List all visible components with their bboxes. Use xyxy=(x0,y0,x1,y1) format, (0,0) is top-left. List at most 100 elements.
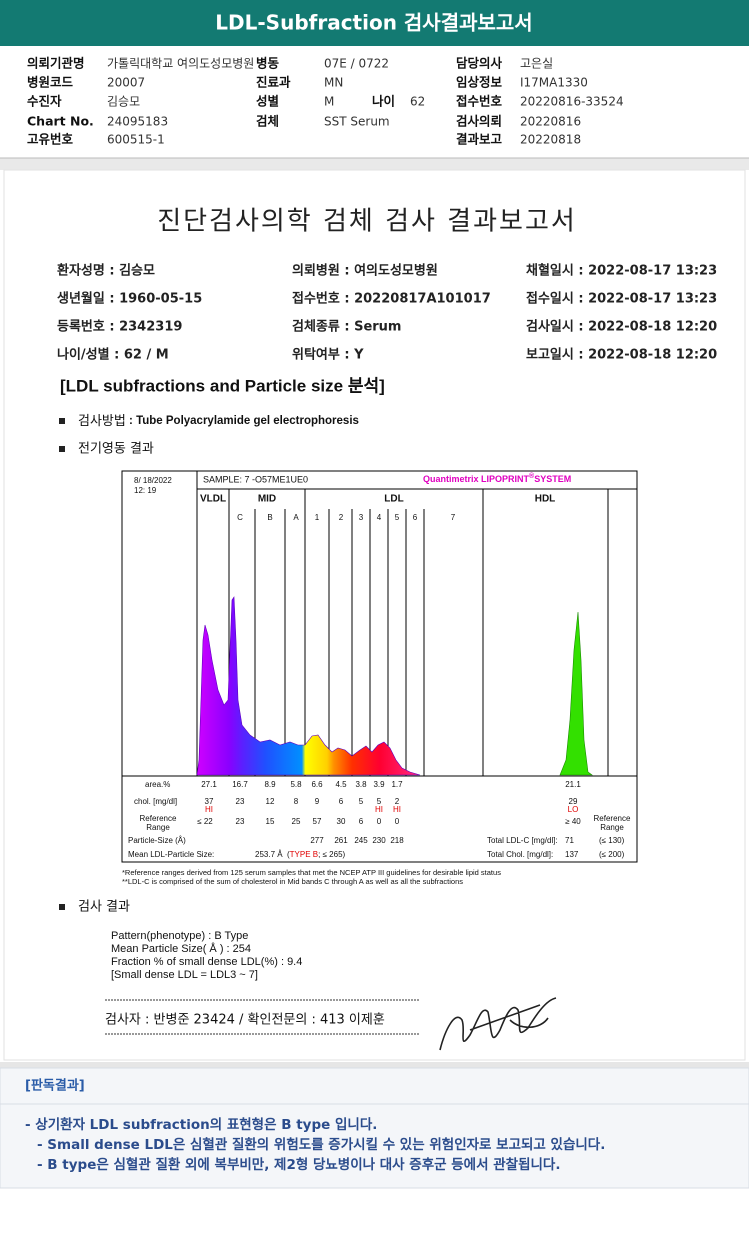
info-value: I17MA1330 xyxy=(520,76,588,90)
report-field: 환자성명 : 김승모 xyxy=(57,263,155,279)
band-label: 2 xyxy=(339,513,344,522)
separator xyxy=(0,158,749,170)
section-heading: [LDL subfractions and Particle size 분석] xyxy=(60,376,385,395)
result-line: Pattern(phenotype) : B Type xyxy=(111,930,248,942)
interpretation-box xyxy=(0,1067,749,1189)
report-field: 채혈일시 : 2022-08-17 13:23 xyxy=(526,263,717,279)
interpretation-line: - 상기환자 LDL subfraction의 표현형은 B type 입니다. xyxy=(25,1116,377,1133)
row-label: Particle-Size (Å) xyxy=(128,836,186,845)
info-label: 담당의사 xyxy=(456,56,503,71)
area-value: 4.5 xyxy=(335,780,347,789)
info-value: MN xyxy=(324,76,343,90)
band-group: VLDL xyxy=(200,494,226,505)
area-value: 16.7 xyxy=(232,780,248,789)
header-bar xyxy=(0,0,749,46)
flag: LO xyxy=(568,805,579,814)
report-field: 보고일시 : 2022-08-18 12:20 xyxy=(526,348,717,363)
bullet xyxy=(59,446,65,452)
signature-line: 검사자 : 반병준 23424 / 확인전문의 : 413 이제훈 xyxy=(105,1013,385,1028)
area-value: 3.8 xyxy=(355,780,367,789)
row-label: area.% xyxy=(145,780,170,789)
info-value: 20007 xyxy=(107,76,145,90)
ref-value: 25 xyxy=(292,817,301,826)
chol-value: 5 xyxy=(377,797,382,806)
band-label: 6 xyxy=(413,513,418,522)
info-value: 20220816-33524 xyxy=(520,95,624,109)
info-label: 나이 xyxy=(372,94,395,109)
bullet xyxy=(59,904,65,910)
particle-size: 277 xyxy=(310,836,324,845)
ref-value: 0 xyxy=(395,817,400,826)
method-label: 검사방법 xyxy=(78,414,126,429)
band-group: HDL xyxy=(535,494,556,505)
interpretation-line: - Small dense LDL은 심혈관 질환의 위험도를 증가시킬 수 있… xyxy=(37,1136,605,1153)
info-label: 수진자 xyxy=(27,94,62,109)
area-value: 8.9 xyxy=(264,780,276,789)
method-text: : Tube Polyacrylamide gel electrophoresi… xyxy=(126,415,359,427)
total-label: Total LDL-C [mg/dl]: xyxy=(487,836,558,845)
chol-value: 37 xyxy=(205,797,214,806)
mean-note-part: TYPE B xyxy=(290,850,318,859)
report-field: 나이/성별 : 62 / M xyxy=(57,347,169,363)
band-label: 1 xyxy=(315,513,320,522)
interpretation-title: [판독결과] xyxy=(25,1078,85,1094)
band-label: 3 xyxy=(359,513,364,522)
particle-size: 230 xyxy=(372,836,386,845)
area-value: 1.7 xyxy=(391,780,403,789)
chol-value: 9 xyxy=(315,797,320,806)
info-value: 62 xyxy=(410,95,425,109)
total-label: Total Chol. [mg/dl]: xyxy=(487,850,553,859)
particle-size: 218 xyxy=(390,836,404,845)
info-label: 접수번호 xyxy=(456,94,503,109)
chol-value: 29 xyxy=(569,797,578,806)
info-label: 임상정보 xyxy=(456,75,503,90)
chart-time: 12: 19 xyxy=(134,486,157,495)
footnote: *Reference ranges derived from 125 serum… xyxy=(122,868,501,877)
densitogram xyxy=(196,596,421,776)
mean-size: 253.7 Å xyxy=(255,850,283,859)
mean-note-part: ( xyxy=(287,850,290,859)
info-label: 검사의뢰 xyxy=(456,114,502,129)
area-value: 6.6 xyxy=(311,780,323,789)
result-line: Mean Particle Size( Å ) : 254 xyxy=(111,942,251,955)
ref-value: 23 xyxy=(236,817,245,826)
report-field: 검사일시 : 2022-08-18 12:20 xyxy=(526,319,717,335)
page-title: LDL-Subfraction 검사결과보고서 xyxy=(215,11,532,35)
row-label: Reference xyxy=(594,814,631,823)
report-field: 접수번호 : 20220817A101017 xyxy=(292,291,491,307)
info-label: Chart No. xyxy=(27,114,94,129)
particle-size: 261 xyxy=(334,836,348,845)
info-value: 600515-1 xyxy=(107,133,165,147)
info-value: 24095183 xyxy=(107,115,168,129)
band-label: 7 xyxy=(451,513,456,522)
row-label: Range xyxy=(146,823,170,832)
report-title: 진단검사의학 검체 검사 결과보고서 xyxy=(157,207,577,237)
ref-value: 6 xyxy=(359,817,364,826)
info-value: 가톨릭대학교 여의도성모병원 xyxy=(107,57,254,71)
chol-value: 23 xyxy=(236,797,245,806)
ref-value: 15 xyxy=(266,817,275,826)
hdl-peak xyxy=(559,611,593,776)
total-value: 137 xyxy=(565,850,579,859)
total-limit: (≤ 130) xyxy=(599,836,625,845)
sub-heading: 검사 결과 xyxy=(78,900,130,915)
chol-value: 6 xyxy=(339,797,344,806)
particle-size: 245 xyxy=(354,836,368,845)
brand: Quantimetrix LIPOPRINT®SYSTEM xyxy=(423,472,571,485)
info-label: 고유번호 xyxy=(27,132,74,147)
electrophoresis-frame xyxy=(121,470,638,863)
info-value: 07E / 0722 xyxy=(324,57,389,71)
band-label: C xyxy=(237,513,243,522)
band-label: A xyxy=(293,513,299,522)
info-value: 고은실 xyxy=(520,57,553,71)
info-label: 의뢰기관명 xyxy=(27,56,85,71)
chol-value: 2 xyxy=(395,797,400,806)
area-value: 21.1 xyxy=(565,780,581,789)
ref-value: 0 xyxy=(377,817,382,826)
chol-value: 12 xyxy=(266,797,275,806)
flag: HI xyxy=(375,805,383,814)
mean-note: (TYPE B; ≤ 265) xyxy=(287,850,346,859)
